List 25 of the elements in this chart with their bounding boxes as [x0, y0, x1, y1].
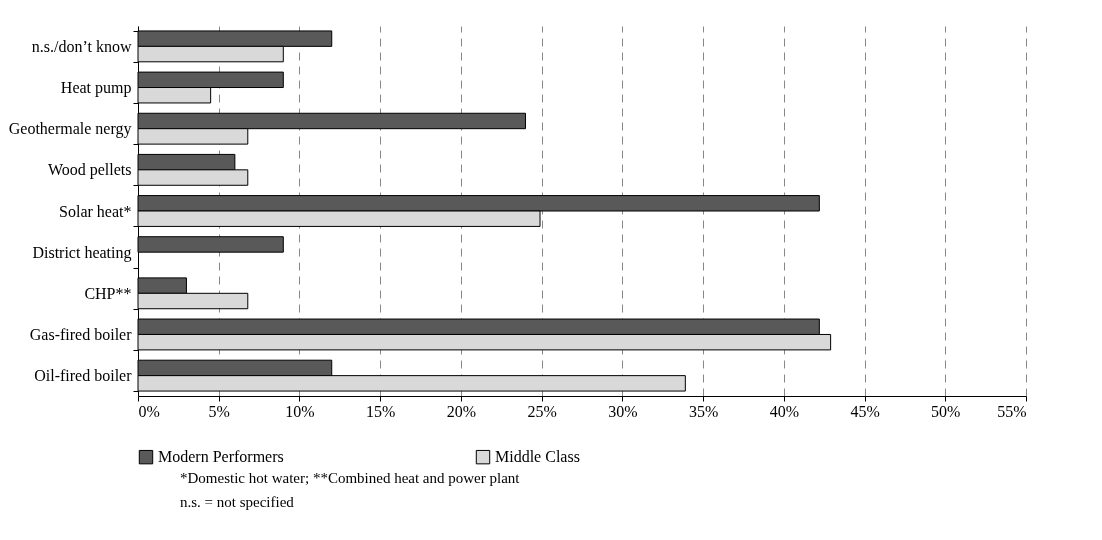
legend-label: Modern Performers: [158, 448, 284, 466]
x-tick-label: 15%: [366, 402, 396, 420]
y-tick-label: Gas-fired boiler: [29, 325, 133, 343]
y-tick-label: Geothermale nergy: [8, 120, 132, 139]
y-tick-label: Wood pellets: [47, 161, 132, 180]
x-tick-label: 50%: [931, 402, 961, 420]
y-tick-label: Solar heat*: [59, 202, 132, 220]
y-tick-label: CHP**: [84, 284, 132, 302]
legend-label: Middle Class: [495, 448, 580, 466]
y-tick-label: Heat pump: [60, 79, 132, 98]
text: *Domestic hot water; **Combined heat and power plant: [180, 469, 521, 488]
x-tick-label: 35%: [688, 402, 719, 420]
text: n.s. = not specified: [180, 493, 295, 512]
x-tick-label: 45%: [850, 402, 880, 420]
x-tick-label: 10%: [285, 402, 315, 420]
x-tick-label: 40%: [769, 402, 799, 420]
y-tick-label: District heating: [32, 243, 132, 262]
x-tick-label: 20%: [446, 402, 477, 420]
y-tick-label: n.s./don’t know: [31, 37, 132, 55]
x-tick-label: 25%: [527, 402, 557, 420]
x-tick-label: 0%: [138, 402, 160, 420]
x-tick-label: 5%: [208, 402, 230, 420]
x-tick-label: 30%: [608, 402, 638, 420]
x-tick-label: 55%: [997, 402, 1027, 420]
y-tick-label: Oil-fired boiler: [34, 367, 133, 385]
